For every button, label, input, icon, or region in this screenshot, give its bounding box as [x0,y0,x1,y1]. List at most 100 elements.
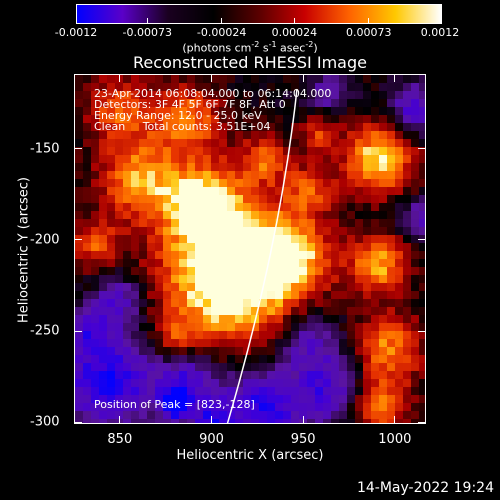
heatmap-cell [371,155,379,163]
heatmap-cell [275,163,283,171]
heatmap-cell [267,267,275,275]
heatmap-cell [307,179,315,187]
colorbar-tick-label: -0.00024 [196,26,247,39]
heatmap-cell [307,347,315,355]
heatmap-cell [411,323,419,331]
heatmap-cell [155,371,163,379]
heatmap-cell [187,411,195,419]
heatmap-cell [75,291,83,299]
heatmap-cell [107,355,115,363]
heatmap-cell [379,235,387,243]
heatmap-cell [315,131,323,139]
heatmap-cell [203,347,211,355]
heatmap-cell [339,307,347,315]
heatmap-cell [331,275,339,283]
heatmap-cell [195,195,203,203]
heatmap-cell [243,219,251,227]
heatmap-cell [331,291,339,299]
heatmap-cell [163,323,171,331]
heatmap-cell [91,371,99,379]
heatmap-cell [251,411,259,419]
heatmap-cell [283,291,291,299]
heatmap-cell [139,395,147,403]
heatmap-cell [187,299,195,307]
heatmap-cell [267,243,275,251]
heatmap-cell [363,163,371,171]
heatmap-cell [171,395,179,403]
heatmap-cell [379,179,387,187]
heatmap-cell [355,107,363,115]
heatmap-cell [235,219,243,227]
heatmap-cell [259,323,267,331]
heatmap-cell [107,83,115,91]
heatmap-cell [395,379,403,387]
heatmap-cell [371,115,379,123]
heatmap-cell [139,147,147,155]
heatmap-cell [291,163,299,171]
heatmap-cell [251,187,259,195]
heatmap-cell [379,307,387,315]
heatmap-cell [275,355,283,363]
heatmap-cell [91,347,99,355]
heatmap-cell [219,331,227,339]
heatmap-cell [163,275,171,283]
heatmap-cell [299,163,307,171]
heatmap-cell [251,203,259,211]
heatmap-cell [299,275,307,283]
heatmap-cell [107,243,115,251]
heatmap-cell [379,139,387,147]
heatmap-cell [387,179,395,187]
heatmap-cell [299,387,307,395]
heatmap-cell [403,91,411,99]
heatmap-cell [203,315,211,323]
y-axis-label: Heliocentric Y (arcsec) [16,177,32,323]
heatmap-cell [227,251,235,259]
heatmap-cell [403,179,411,187]
heatmap-cell [219,139,227,147]
heatmap-cell [171,283,179,291]
heatmap-cell [243,339,251,347]
heatmap-cell [211,139,219,147]
heatmap-cell [83,195,91,203]
heatmap-cell [227,331,235,339]
heatmap-cell [283,219,291,227]
heatmap-cell [387,75,395,83]
heatmap-cell [187,403,195,411]
heatmap-cell [347,243,355,251]
heatmap-cell [107,131,115,139]
heatmap-cell [323,99,331,107]
heatmap-cell [171,403,179,411]
heatmap-cell [147,251,155,259]
heatmap-cell [99,179,107,187]
heatmap-cell [123,363,131,371]
heatmap-cell [235,131,243,139]
heatmap-cell [147,307,155,315]
heatmap-cell [171,171,179,179]
heatmap-cell [371,227,379,235]
info-total-counts: Clean Total counts: 3.51E+04 [94,120,271,133]
heatmap-cell [403,251,411,259]
heatmap-cell [131,363,139,371]
heatmap-cell [355,171,363,179]
heatmap-cell [315,219,323,227]
x-tick [394,416,396,424]
x-tick-label: 900 [199,432,224,447]
heatmap-cell [379,227,387,235]
heatmap-cell [219,227,227,235]
heatmap-cell [75,299,83,307]
heatmap-cell [75,315,83,323]
heatmap-cell [227,187,235,195]
heatmap-cell [179,123,187,131]
heatmap-cell [347,307,355,315]
heatmap-cell [147,363,155,371]
heatmap-cell [171,131,179,139]
heatmap-cell [315,339,323,347]
heatmap-cell [171,379,179,387]
heatmap-cell [363,299,371,307]
heatmap-cell [251,323,259,331]
heatmap-cell [75,115,83,123]
heatmap-cell [131,315,139,323]
heatmap-cell [211,195,219,203]
heatmap-cell [283,379,291,387]
heatmap-cell [371,83,379,91]
